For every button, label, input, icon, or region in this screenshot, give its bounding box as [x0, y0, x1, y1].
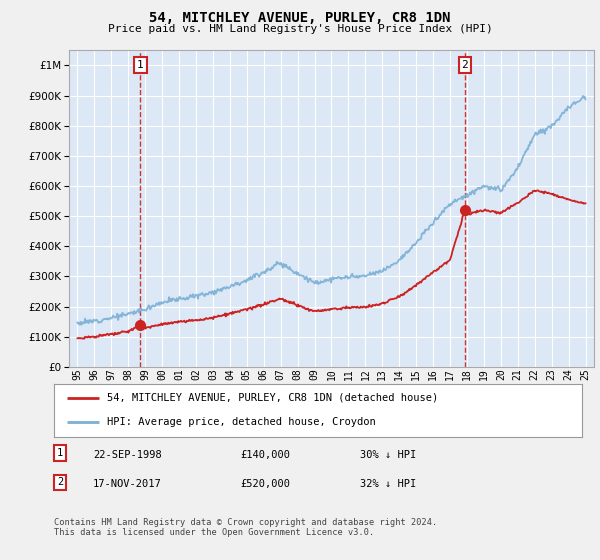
Text: 2: 2: [461, 60, 469, 70]
Text: 30% ↓ HPI: 30% ↓ HPI: [360, 450, 416, 460]
Text: 1: 1: [57, 448, 63, 458]
Text: 54, MITCHLEY AVENUE, PURLEY, CR8 1DN (detached house): 54, MITCHLEY AVENUE, PURLEY, CR8 1DN (de…: [107, 393, 438, 403]
Text: 22-SEP-1998: 22-SEP-1998: [93, 450, 162, 460]
Text: 54, MITCHLEY AVENUE, PURLEY, CR8 1DN: 54, MITCHLEY AVENUE, PURLEY, CR8 1DN: [149, 11, 451, 25]
Text: 32% ↓ HPI: 32% ↓ HPI: [360, 479, 416, 489]
Text: 2: 2: [57, 477, 63, 487]
Text: 17-NOV-2017: 17-NOV-2017: [93, 479, 162, 489]
Text: £140,000: £140,000: [240, 450, 290, 460]
Text: HPI: Average price, detached house, Croydon: HPI: Average price, detached house, Croy…: [107, 417, 376, 427]
Text: Price paid vs. HM Land Registry's House Price Index (HPI): Price paid vs. HM Land Registry's House …: [107, 24, 493, 34]
Text: Contains HM Land Registry data © Crown copyright and database right 2024.
This d: Contains HM Land Registry data © Crown c…: [54, 518, 437, 538]
Text: £520,000: £520,000: [240, 479, 290, 489]
Text: 1: 1: [137, 60, 144, 70]
